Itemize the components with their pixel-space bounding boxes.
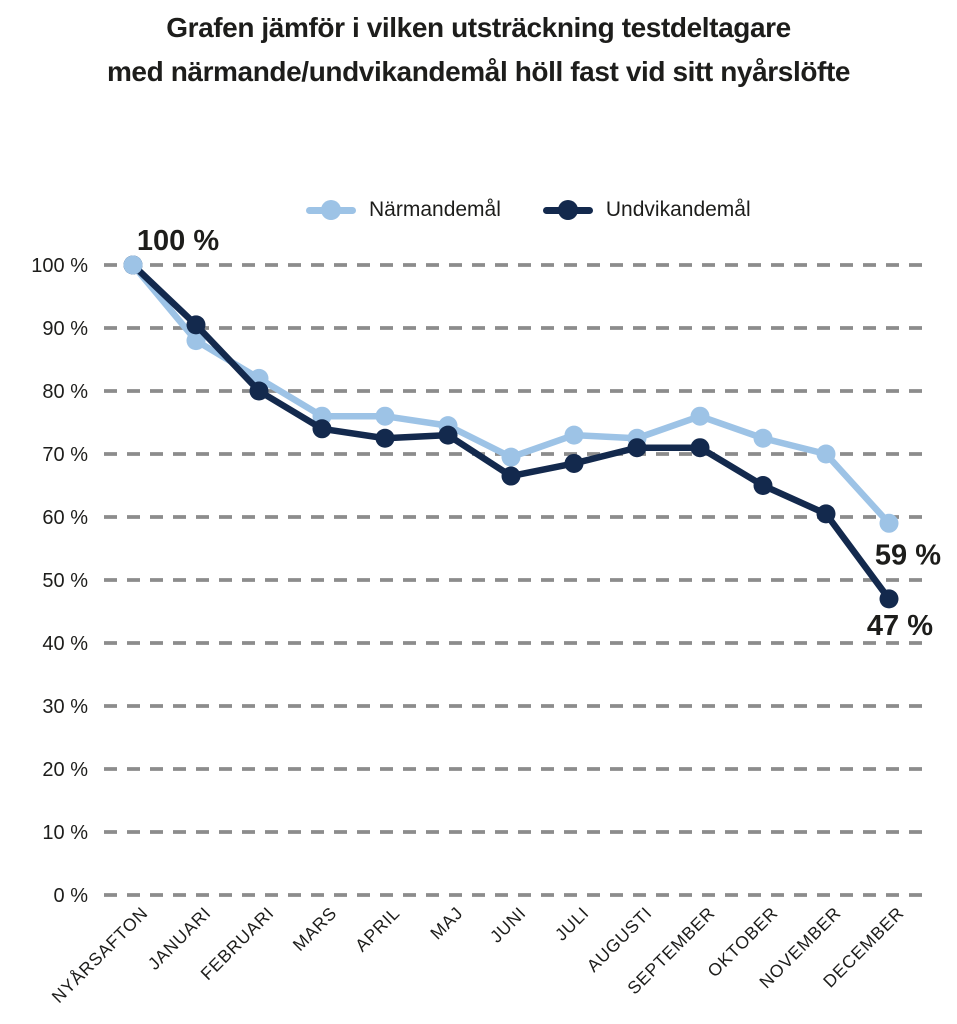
x-axis-tick-label: NYÅRSAFTON bbox=[48, 903, 152, 1007]
annotation-end-undvikandemal: 47 % bbox=[867, 610, 933, 642]
data-point bbox=[312, 419, 332, 439]
x-axis-tick-label: APRIL bbox=[351, 903, 404, 956]
data-point bbox=[753, 476, 773, 495]
y-axis-tick-label: 80 % bbox=[42, 381, 88, 403]
undvikandemal-dot-icon bbox=[557, 200, 578, 220]
y-axis-tick-label: 0 % bbox=[54, 885, 89, 907]
data-point bbox=[438, 425, 458, 445]
y-axis-tick-label: 20 % bbox=[42, 759, 88, 781]
data-point bbox=[564, 425, 584, 445]
chart-title-line1: Grafen jämför i vilken utsträckning test… bbox=[166, 12, 791, 43]
data-point bbox=[879, 589, 899, 609]
data-point bbox=[879, 513, 899, 533]
data-point bbox=[375, 428, 395, 448]
annotation-end-narmandemal: 59 % bbox=[875, 539, 941, 571]
data-point bbox=[375, 406, 395, 426]
data-point bbox=[123, 255, 143, 275]
data-point bbox=[816, 444, 836, 464]
data-point bbox=[627, 438, 647, 458]
legend-item-narmandemal: Närmandemål bbox=[306, 198, 501, 222]
y-axis-tick-label: 90 % bbox=[42, 318, 88, 340]
legend-item-undvikandemal: Undvikandemål bbox=[542, 198, 751, 222]
data-point bbox=[186, 315, 206, 335]
y-axis-tick-label: 40 % bbox=[42, 633, 88, 655]
x-axis-tick-label: MARS bbox=[289, 903, 341, 955]
annotation-start: 100 % bbox=[137, 225, 219, 257]
y-axis-tick-label: 30 % bbox=[42, 696, 88, 718]
legend-label-narmandemal: Närmandemål bbox=[369, 198, 501, 221]
data-point bbox=[816, 504, 836, 524]
narmandemal-dot-icon bbox=[321, 200, 341, 220]
data-point bbox=[690, 438, 710, 458]
narmandemal-line-marker-icon bbox=[306, 200, 356, 220]
chart-title: Grafen jämför i vilken utsträckning test… bbox=[0, 6, 957, 94]
data-point bbox=[501, 466, 521, 486]
data-point bbox=[753, 428, 773, 448]
y-axis-tick-label: 50 % bbox=[42, 570, 88, 592]
chart-title-line2: med närmande/undvikandemål höll fast vid… bbox=[106, 56, 851, 87]
legend: Närmandemål Undvikandemål bbox=[306, 198, 751, 222]
data-point bbox=[690, 406, 710, 426]
undvikandemal-line-marker-icon bbox=[542, 200, 593, 220]
legend-label-undvikandemal: Undvikandemål bbox=[605, 198, 751, 221]
x-axis-tick-label: MAJ bbox=[426, 903, 467, 944]
data-point bbox=[249, 381, 269, 401]
y-axis-tick-label: 70 % bbox=[42, 444, 88, 466]
data-point bbox=[501, 447, 521, 467]
x-axis-tick-label: JULI bbox=[551, 903, 593, 945]
y-axis-tick-label: 100 % bbox=[31, 255, 88, 277]
data-point bbox=[564, 453, 584, 473]
y-axis-tick-label: 60 % bbox=[42, 507, 88, 529]
y-axis-tick-label: 10 % bbox=[42, 822, 88, 844]
x-axis-tick-label: JUNI bbox=[486, 903, 530, 947]
data-point bbox=[186, 331, 206, 351]
series-line-undvikandemal bbox=[129, 261, 893, 603]
